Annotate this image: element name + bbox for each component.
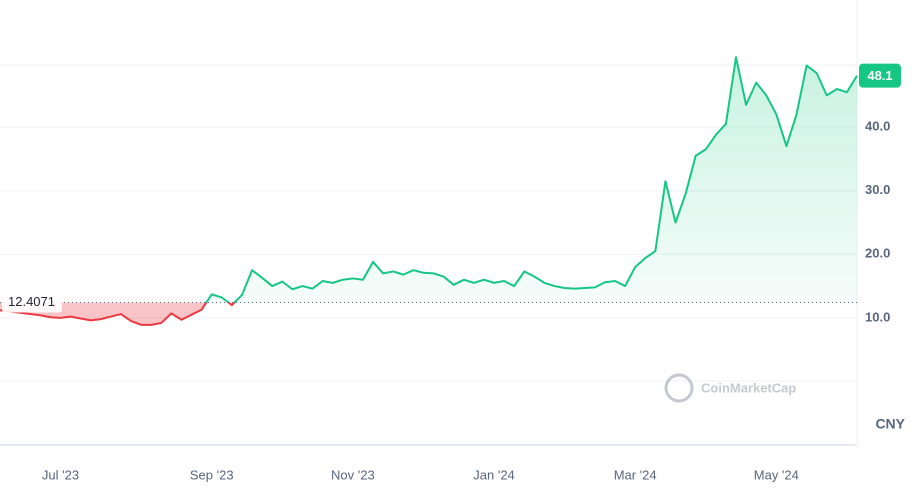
baseline-tag: [2, 292, 62, 313]
currency-label: CNY: [875, 416, 905, 432]
x-tick-label: Mar '24: [614, 467, 657, 482]
x-tick-label: Jul '23: [42, 467, 79, 482]
watermark: CoinMarketCap: [664, 373, 796, 403]
baseline-label: 12.4071: [8, 294, 55, 309]
y-tick-label: 10.0: [865, 309, 890, 324]
price-area: [0, 57, 857, 325]
price-tag: [859, 63, 901, 88]
watermark-text: CoinMarketCap: [701, 380, 796, 395]
y-tick-label: 30.0: [865, 182, 890, 197]
watermark-logo: [664, 373, 694, 403]
x-tick-label: Sep '23: [190, 467, 234, 482]
y-tick-label: 20.0: [865, 246, 890, 261]
price-tag-label: 48.1: [867, 68, 892, 83]
y-tick-label: 40.0: [865, 119, 890, 134]
x-tick-label: Jan '24: [473, 467, 515, 482]
price-line: [0, 56, 858, 326]
x-tick-label: Nov '23: [331, 467, 375, 482]
x-tick-label: May '24: [754, 467, 799, 482]
